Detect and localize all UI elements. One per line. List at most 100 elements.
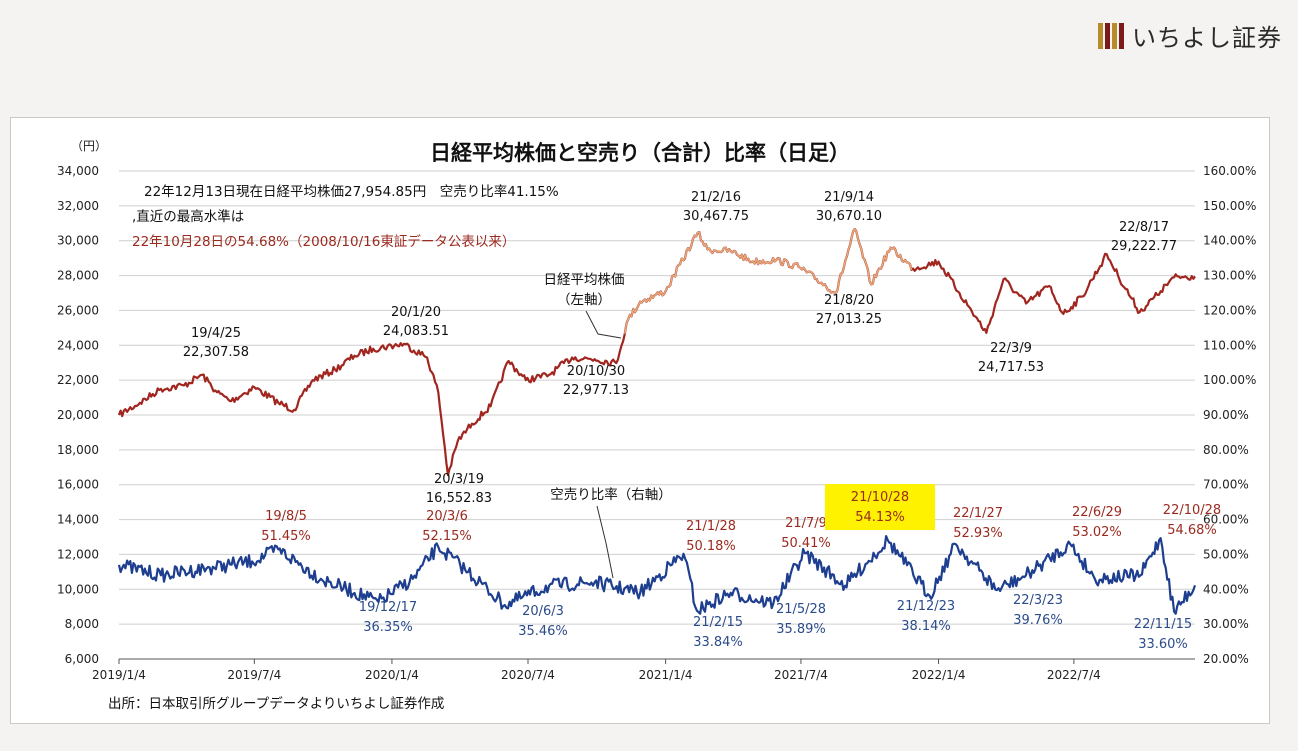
x-tick-label: 2022/1/4 [912,668,966,682]
left-tick-label: 10,000 [57,582,99,596]
ratio-low-value: 39.76% [1013,613,1063,628]
left-tick-label: 20,000 [57,408,99,422]
left-tick-label: 14,000 [57,513,99,527]
nikkei-annotation-date: 20/3/19 [434,472,484,487]
ratio-high-date: 22/10/28 [1163,503,1221,518]
right-tick-label: 120.00% [1203,303,1256,317]
left-axis-unit: （円） [71,139,107,153]
left-tick-label: 22,000 [57,373,99,387]
nikkei-annotation-date: 21/2/16 [691,190,741,205]
chart-svg: 日経平均株価と空売り（合計）比率（日足） （円） 34,000 32,000 30,00… [57,139,1256,712]
right-tick-label: 60.00% [1203,513,1249,527]
short-ratio-series-line [117,535,1197,615]
ratio-high-value: 54.68% [1167,523,1217,538]
nikkei-annotation-value: 30,467.75 [683,209,749,224]
ratio-low-date: 21/5/28 [776,602,826,617]
ratio-high-date: 21/1/28 [686,519,736,534]
ratio-high-value: 53.02% [1072,525,1122,540]
left-tick-label: 24,000 [57,338,99,352]
x-tick-label: 2020/1/4 [365,668,419,682]
nikkei-callout-arrow [585,310,622,339]
ratio-low-value: 35.46% [518,624,568,639]
ratio-low-value: 33.60% [1138,637,1188,652]
ratio-low-value: 38.14% [901,619,951,634]
right-tick-label: 160.00% [1203,164,1256,178]
nikkei-annotation-value: 24,717.53 [978,360,1044,375]
ratio-high-date: 20/3/6 [426,509,468,524]
nikkei-annotation-value: 22,307.58 [183,345,249,360]
ratio-callout-label: 空売り比率（右軸） [550,486,672,503]
right-tick-label: 130.00% [1203,269,1256,283]
left-tick-label: 28,000 [57,269,99,283]
ratio-low-date: 22/3/23 [1013,593,1063,608]
right-tick-label: 30.00% [1203,617,1249,631]
nikkei-callout-axis: （左軸） [557,292,611,308]
ratio-highlight-box [825,484,935,530]
right-tick-label: 40.00% [1203,582,1249,596]
brand: いちよし証券 [1098,18,1282,53]
chart-title: 日経平均株価と空売り（合計）比率（日足） [430,141,850,165]
right-tick-label: 80.00% [1203,443,1249,457]
x-tick-label: 2021/1/4 [639,668,693,682]
nikkei-annotation-value: 24,083.51 [383,324,449,339]
ratio-low-value: 33.84% [693,635,743,650]
right-tick-label: 90.00% [1203,408,1249,422]
ratio-low-date: 21/2/15 [693,615,743,630]
nikkei-highlight-segment [624,228,913,334]
right-tick-label: 50.00% [1203,547,1249,561]
nikkei-annotation-value: 22,977.13 [563,383,629,398]
nikkei-annotation-date: 22/3/9 [990,341,1032,356]
brand-name: いちよし証券 [1132,24,1282,52]
right-tick-label: 100.00% [1203,373,1256,387]
ratio-low-value: 36.35% [363,620,413,635]
left-tick-label: 32,000 [57,199,99,213]
info-line-1: 22年12月13日現在日経平均株価27,954.85円 空売り比率41.15% [144,183,559,200]
left-tick-label: 6,000 [65,652,99,666]
info-line-2: ,直近の最高水準は [132,208,244,225]
nikkei-series-line [117,227,1196,477]
source-note: 出所：日本取引所グループデータよりいちよし証券作成 [108,695,444,712]
ratio-low-date: 21/12/23 [897,599,955,614]
nikkei-annotation-value: 27,013.25 [816,312,882,327]
ratio-high-date: 21/7/9 [785,516,827,531]
nikkei-annotation-value: 16,552.83 [426,491,492,506]
ratio-high-value: 50.18% [686,539,736,554]
ratio-low-date: 20/6/3 [522,604,564,619]
left-tick-label: 18,000 [57,443,99,457]
right-tick-label: 110.00% [1203,338,1256,352]
x-tick-label: 2021/7/4 [774,668,828,682]
ratio-high-value: 52.15% [422,529,472,544]
left-tick-label: 12,000 [57,547,99,561]
right-tick-label: 150.00% [1203,199,1256,213]
nikkei-annotation-value: 29,222.77 [1111,239,1177,254]
left-tick-label: 30,000 [57,234,99,248]
ratio-low-date: 22/11/15 [1134,617,1192,632]
nikkei-annotation-date: 20/1/20 [391,305,441,320]
ratio-high-value: 52.93% [953,526,1003,541]
nikkei-annotation-date: 22/8/17 [1119,220,1169,235]
brand-logo-icon [1098,22,1124,49]
x-tick-label: 2020/7/4 [501,668,555,682]
nikkei-annotation-date: 21/8/20 [824,293,874,308]
left-tick-label: 26,000 [57,303,99,317]
x-tick-label: 2019/1/4 [92,668,146,682]
right-tick-label: 70.00% [1203,478,1249,492]
ratio-high-date: 22/1/27 [953,506,1003,521]
nikkei-annotation-date: 19/4/25 [191,326,241,341]
ratio-high-date: 22/6/29 [1072,505,1122,520]
ratio-high-value: 50.41% [781,536,831,551]
nikkei-annotation-date: 20/10/30 [567,364,625,379]
left-tick-label: 16,000 [57,478,99,492]
right-tick-label: 20.00% [1203,652,1249,666]
x-tick-label: 2022/7/4 [1047,668,1101,682]
left-tick-label: 34,000 [57,164,99,178]
nikkei-callout-label: 日経平均株価 [544,272,625,288]
x-tick-label: 2019/7/4 [227,668,281,682]
ratio-high-value: 51.45% [261,529,311,544]
ratio-low-date: 19/12/17 [359,600,417,615]
right-tick-label: 140.00% [1203,234,1256,248]
ratio-callout-arrow [596,505,614,579]
nikkei-annotation-date: 21/9/14 [824,190,874,205]
ratio-high-value: 54.13% [855,510,905,525]
nikkei-annotation-value: 30,670.10 [816,209,882,224]
